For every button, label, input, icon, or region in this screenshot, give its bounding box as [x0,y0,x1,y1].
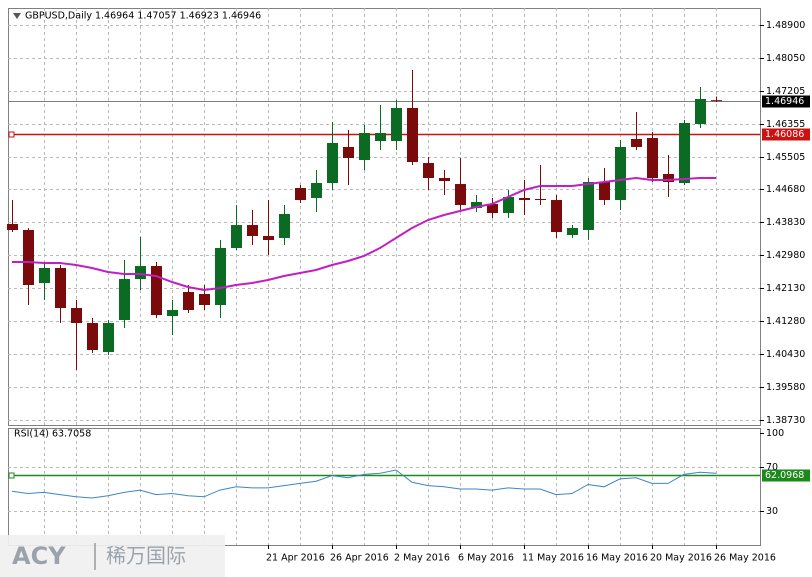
candle-body [87,323,98,350]
candle-body [135,266,146,280]
candle-body [263,236,274,241]
x-tick-label: 26 Apr 2016 [330,553,389,564]
candle-body [487,204,498,214]
y-tick-label: 1.42130 [766,283,805,294]
candle-body [103,323,114,353]
candle-body [599,182,610,201]
rsi-title: RSI(14) 63.7058 [14,429,91,440]
candle-body [583,182,594,230]
candle-body [55,267,66,309]
main-panel [8,8,761,426]
candle-body [647,138,658,179]
y-tick-label: 1.40430 [766,349,805,360]
candle-body [215,248,226,305]
y-tick-label: 1.41280 [766,316,805,327]
candle-body [615,146,626,201]
y-tick-label: 1.45505 [766,152,805,163]
x-tick-label: 26 May 2016 [714,553,776,564]
candle-body [247,225,258,237]
y-tick-label: 1.48900 [766,20,805,31]
candle-body [695,99,706,125]
candle-body [423,163,434,179]
candle-body [391,108,402,142]
candle-body [151,266,162,316]
y-tick-label: 1.47205 [766,86,805,97]
y-tick-label: 1.46355 [766,119,805,130]
candle-body [311,183,322,199]
candle-body [663,174,674,183]
candle-body [535,199,546,201]
candle-body [231,225,242,249]
candle-body [295,188,306,201]
candle-body [503,196,514,214]
y-tick-label: 1.48050 [766,53,805,64]
y-tick-label: 1.39580 [766,382,805,393]
rsi-level-label: 62.0968 [765,470,804,481]
rsi-level-label-bg [762,469,810,482]
candle-body [679,122,690,184]
x-tick-label: 21 Apr 2016 [266,553,325,564]
x-tick-label: 11 May 2016 [522,553,584,564]
candle-body [327,142,338,184]
candle-body [359,133,370,160]
rsi-y-tick-label: 30 [766,506,778,517]
candle-body [7,224,18,230]
watermark-name: 稀万国际 [106,544,186,568]
x-tick-label: 20 May 2016 [650,553,712,564]
candle-body [455,184,466,205]
symbol-icon [13,13,21,19]
candle-body [711,100,722,102]
rsi-panel [8,428,761,546]
candle-body [439,178,450,181]
watermark: ACY 稀万国际 [0,535,225,577]
candle-body [519,198,530,201]
candle-body [199,294,210,305]
watermark-bg [0,535,225,577]
rsi-line [11,469,717,499]
candle-body [343,146,354,159]
candle-body [279,213,290,238]
level-handle [8,131,15,138]
candle-body [375,133,386,142]
level-label-bg [762,128,810,141]
y-tick-label: 1.42980 [766,250,805,261]
y-tick-label: 1.44680 [766,184,805,195]
y-tick-label: 1.43830 [766,217,805,228]
x-tick-label: 2 May 2016 [394,553,450,564]
candle-body [39,267,50,284]
candle-body [551,200,562,233]
candle-body [119,279,130,321]
candle-body [167,310,178,317]
candle-body [567,228,578,235]
chart-title: GBPUSD,Daily 1.46964 1.47057 1.46923 1.4… [25,11,261,22]
y-tick-label: 1.38730 [766,415,805,426]
candle-body [471,201,482,209]
rsi-y-tick-label: 70 [766,462,778,473]
rsi-level-handle [8,472,15,479]
x-tick-label: 6 May 2016 [458,553,514,564]
candle-body [407,108,418,163]
watermark-brand: ACY [12,542,66,570]
candle-body [631,138,642,147]
candle-body [23,229,34,286]
rsi-y-tick-label: 100 [766,428,784,439]
price-label-bg [762,95,810,108]
candle-body [71,308,82,324]
candle-body [183,291,194,311]
level-label: 1.46086 [765,129,804,140]
price-label: 1.46946 [765,96,804,107]
moving-average [12,176,716,292]
x-tick-label: 16 May 2016 [586,553,648,564]
